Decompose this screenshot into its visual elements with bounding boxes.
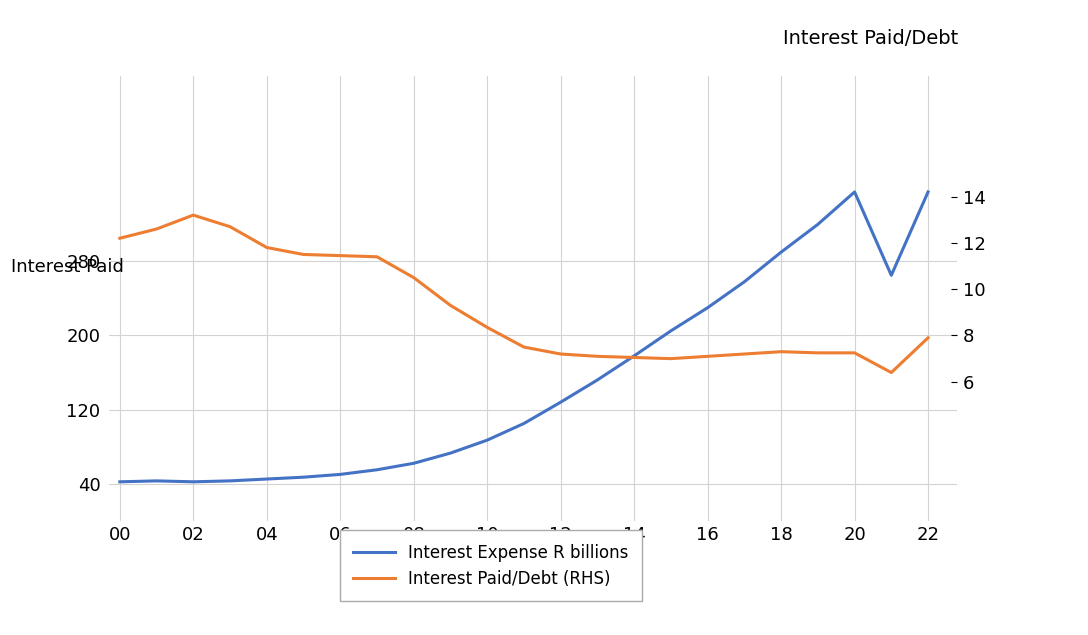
Interest Expense R billions xyxy=(775,248,788,256)
Interest Expense R billions xyxy=(113,478,126,486)
Interest Expense R billions xyxy=(665,327,678,335)
Interest Paid/Debt (RHS) xyxy=(223,223,236,231)
Interest Paid/Debt (RHS) xyxy=(628,354,641,361)
Interest Paid/Debt (RHS) xyxy=(848,349,861,357)
Interest Expense R billions xyxy=(444,450,457,457)
Interest Paid/Debt (RHS) xyxy=(334,252,347,260)
Interest Expense R billions xyxy=(701,304,714,312)
Interest Expense R billions xyxy=(628,352,641,359)
Interest Expense R billions xyxy=(370,466,383,474)
Interest Expense R billions xyxy=(922,188,935,196)
Interest Paid/Debt (RHS) xyxy=(370,253,383,260)
Interest Paid/Debt (RHS) xyxy=(113,234,126,242)
Interest Expense R billions xyxy=(334,471,347,478)
Text: Interest Paid: Interest Paid xyxy=(11,258,124,276)
Interest Expense R billions xyxy=(738,278,751,286)
Interest Paid/Debt (RHS) xyxy=(922,334,935,342)
Legend: Interest Expense R billions, Interest Paid/Debt (RHS): Interest Expense R billions, Interest Pa… xyxy=(339,530,642,601)
Interest Expense R billions xyxy=(885,272,898,279)
Line: Interest Expense R billions: Interest Expense R billions xyxy=(120,192,928,482)
Interest Paid/Debt (RHS) xyxy=(591,352,604,360)
Interest Expense R billions xyxy=(812,220,825,228)
Interest Expense R billions xyxy=(518,420,531,427)
Interest Paid/Debt (RHS) xyxy=(407,274,420,281)
Interest Paid/Debt (RHS) xyxy=(444,302,457,309)
Interest Expense R billions xyxy=(297,473,310,481)
Interest Paid/Debt (RHS) xyxy=(518,344,531,351)
Interest Expense R billions xyxy=(260,475,273,483)
Interest Paid/Debt (RHS) xyxy=(738,351,751,358)
Interest Paid/Debt (RHS) xyxy=(260,244,273,251)
Interest Paid/Debt (RHS) xyxy=(885,369,898,377)
Interest Expense R billions xyxy=(554,398,567,406)
Interest Paid/Debt (RHS) xyxy=(775,348,788,356)
Interest Expense R billions xyxy=(407,460,420,467)
Interest Paid/Debt (RHS) xyxy=(554,351,567,358)
Interest Expense R billions xyxy=(481,436,494,444)
Interest Paid/Debt (RHS) xyxy=(297,251,310,258)
Interest Paid/Debt (RHS) xyxy=(812,349,825,357)
Interest Expense R billions xyxy=(848,188,861,196)
Interest Paid/Debt (RHS) xyxy=(665,355,678,363)
Interest Paid/Debt (RHS) xyxy=(481,324,494,331)
Interest Paid/Debt (RHS) xyxy=(701,352,714,360)
Text: Interest Paid/Debt: Interest Paid/Debt xyxy=(782,29,959,48)
Interest Paid/Debt (RHS) xyxy=(187,211,200,219)
Interest Expense R billions xyxy=(187,478,200,486)
Interest Expense R billions xyxy=(591,376,604,384)
Interest Expense R billions xyxy=(223,477,236,485)
Interest Expense R billions xyxy=(150,477,163,485)
Line: Interest Paid/Debt (RHS): Interest Paid/Debt (RHS) xyxy=(120,215,928,373)
Interest Paid/Debt (RHS) xyxy=(150,225,163,233)
